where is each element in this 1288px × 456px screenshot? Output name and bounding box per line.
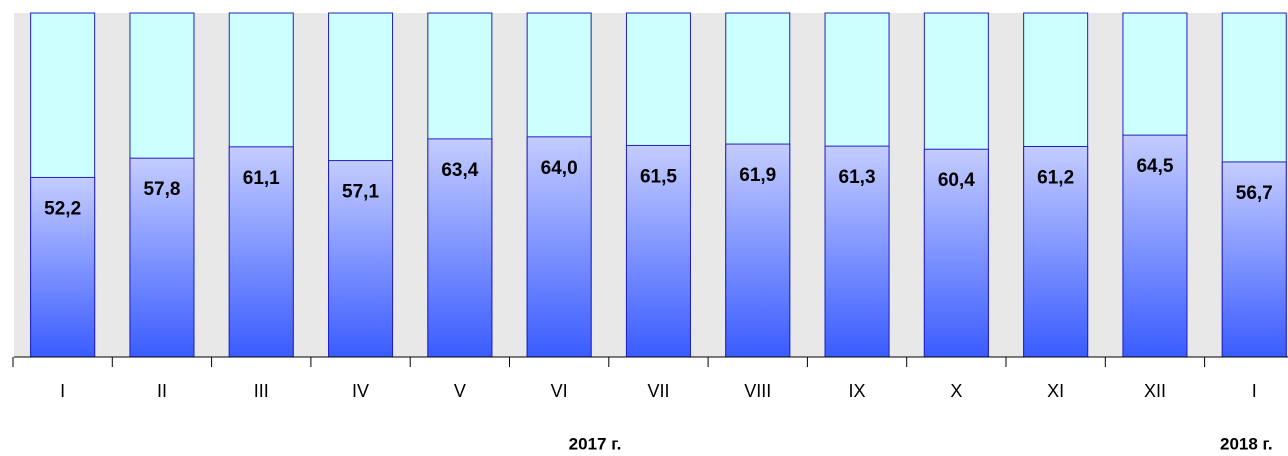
data-label: 64,5 (1136, 156, 1173, 177)
bar (725, 143, 791, 358)
year-label: 2018 г. (1220, 434, 1273, 453)
bar (526, 136, 592, 358)
x-tick-label: X (950, 381, 962, 401)
x-tick-label: II (157, 381, 167, 401)
x-tick-label: VI (551, 381, 568, 401)
data-label: 61,9 (739, 165, 776, 186)
x-tick-label: XII (1144, 381, 1166, 401)
data-label: 60,4 (938, 170, 975, 191)
x-tick-label: VII (647, 381, 669, 401)
bar (1122, 134, 1188, 358)
x-tick-label: III (254, 381, 269, 401)
bar (625, 144, 691, 358)
bar (30, 176, 96, 358)
x-tick-label: VIII (744, 381, 771, 401)
data-label: 63,4 (441, 160, 478, 181)
bar (923, 148, 989, 358)
x-tick-label: V (454, 381, 466, 401)
bar (328, 160, 394, 358)
data-label: 61,1 (243, 168, 280, 189)
data-label: 64,0 (541, 158, 578, 179)
x-tick-label: IV (352, 381, 369, 401)
bar (1023, 145, 1089, 358)
data-label: 61,2 (1037, 167, 1074, 188)
data-label: 57,8 (143, 179, 180, 200)
x-tick-label: IX (849, 381, 866, 401)
x-tick-label: I (60, 381, 65, 401)
data-label: 61,3 (839, 167, 876, 188)
bar (824, 145, 890, 358)
x-tick-label: I (1252, 381, 1257, 401)
data-label: 52,2 (44, 198, 81, 219)
bar (129, 157, 195, 358)
data-label: 56,7 (1236, 183, 1273, 204)
data-label: 61,5 (640, 166, 677, 187)
bar (1221, 161, 1287, 358)
year-label: 2017 г. (569, 434, 622, 453)
data-label: 57,1 (342, 182, 379, 203)
x-tick-label: XI (1047, 381, 1064, 401)
bar (427, 138, 493, 358)
